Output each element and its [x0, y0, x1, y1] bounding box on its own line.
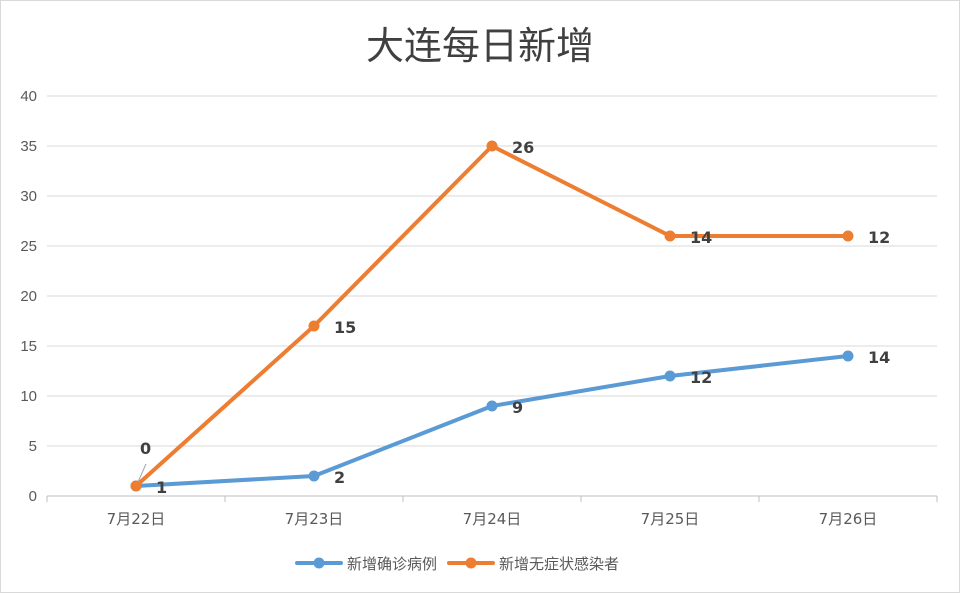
leader-line	[137, 463, 147, 483]
y-tick-label: 25	[20, 238, 37, 255]
y-tick-label: 40	[20, 88, 37, 105]
y-tick-label: 20	[20, 288, 37, 305]
data-point	[664, 370, 676, 382]
legend-label: 新增确诊病例	[347, 555, 437, 573]
data-label: 26	[512, 138, 534, 157]
y-tick-label: 35	[20, 138, 37, 155]
data-point	[308, 320, 320, 332]
data-label: 15	[334, 318, 356, 337]
data-label: 12	[690, 368, 712, 387]
legend-marker	[465, 557, 477, 569]
x-tick-label: 7月22日	[107, 510, 166, 528]
data-point	[664, 230, 676, 242]
legend-marker	[313, 557, 325, 569]
data-point	[842, 350, 854, 362]
data-label: 12	[868, 228, 890, 247]
data-point	[308, 470, 320, 482]
chart-title: 大连每日新增	[365, 24, 594, 68]
y-tick-label: 30	[20, 188, 37, 205]
data-point	[842, 230, 854, 242]
x-tick-label: 7月26日	[819, 510, 878, 528]
legend-label: 新增无症状感染者	[499, 555, 619, 573]
x-tick-label: 7月23日	[285, 510, 344, 528]
data-label: 14	[868, 348, 890, 367]
data-label: 14	[690, 228, 712, 247]
data-point	[486, 400, 498, 412]
y-tick-label: 15	[20, 338, 37, 355]
series-line	[134, 144, 850, 488]
x-tick-label: 7月25日	[641, 510, 700, 528]
data-label: 1	[156, 478, 167, 497]
y-tick-label: 10	[20, 388, 37, 405]
data-label: 0	[140, 439, 151, 458]
data-label: 9	[512, 398, 523, 417]
series-line	[134, 354, 850, 488]
data-point	[130, 480, 142, 492]
data-point	[486, 140, 498, 152]
data-label: 2	[334, 468, 345, 487]
y-tick-label: 5	[29, 438, 37, 455]
y-tick-label: 0	[29, 488, 37, 505]
x-tick-label: 7月24日	[463, 510, 522, 528]
